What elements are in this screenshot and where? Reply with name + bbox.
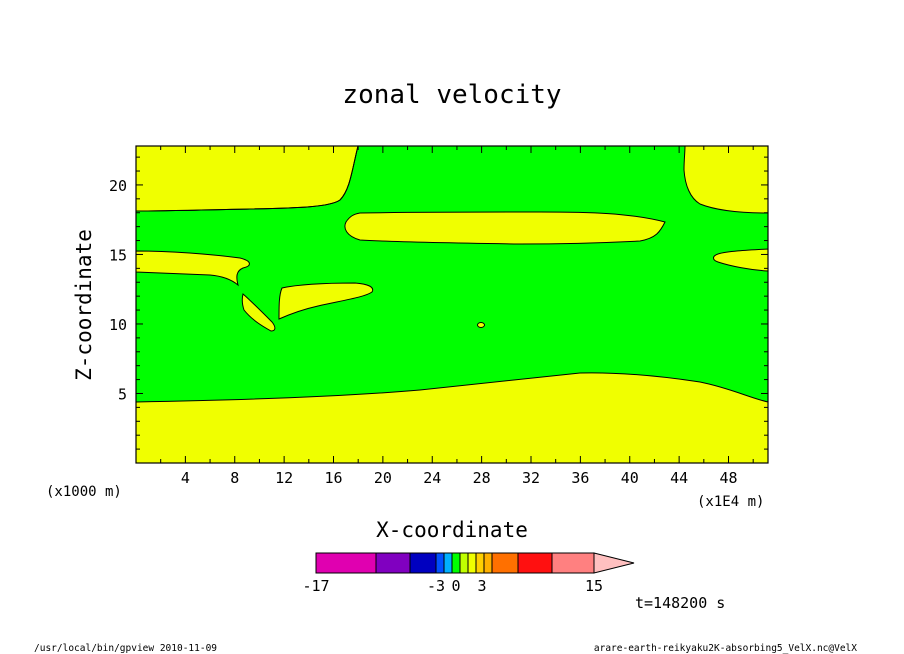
colorbar-segment-4 (443, 552, 453, 574)
colorbar-label-2: 0 (451, 577, 460, 595)
contour-region-dot (477, 322, 485, 328)
x-tick-label-8: 36 (571, 469, 589, 487)
x-tick-label-3: 16 (324, 469, 342, 487)
contour-region-mid-upper (344, 211, 666, 245)
colorbar-segment-3 (435, 552, 445, 574)
contour-region-top-left (135, 145, 359, 212)
contour-line-upper-band (135, 145, 359, 212)
plot-frame (135, 145, 769, 464)
x-axis-label: X-coordinate (376, 518, 528, 542)
colorbar-segment-8 (475, 552, 485, 574)
colorbar-segment-9 (483, 552, 493, 574)
contour-region-left-lobe (135, 250, 250, 287)
y-tick-label-0: 5 (118, 385, 127, 403)
footer-left: /usr/local/bin/gpview 2010-11-09 (34, 643, 217, 654)
x-tick-label-1: 8 (230, 469, 239, 487)
y-tick-label-2: 15 (109, 246, 127, 264)
colorbar-label-0: -17 (302, 577, 329, 595)
y-tick-label-1: 10 (109, 316, 127, 334)
contour-region-top-right (683, 145, 769, 214)
chart-title: zonal velocity (342, 80, 561, 110)
x-tick-label-6: 28 (473, 469, 491, 487)
colorbar-segment-12 (551, 552, 595, 574)
colorbar-segment-5 (451, 552, 461, 574)
x-tick-label-0: 4 (181, 469, 190, 487)
colorbar: -17 -3 0 3 15 (302, 552, 635, 595)
contour-region-center-lobe (278, 282, 374, 320)
colorbar-segment-10 (491, 552, 519, 574)
x-tick-label-7: 32 (522, 469, 540, 487)
x-tick-label-11: 48 (719, 469, 737, 487)
x-tick-label-9: 40 (621, 469, 639, 487)
colorbar-label-1: -3 (427, 577, 445, 595)
x-tick-label-5: 24 (423, 469, 441, 487)
colorbar-segment-0 (315, 552, 377, 574)
colorbar-segment-1 (375, 552, 411, 574)
y-axis-label: Z-coordinate (72, 229, 96, 381)
colorbar-segment-6 (459, 552, 469, 574)
x-unit-right: (x1E4 m) (697, 494, 764, 510)
colorbar-segment-7 (467, 552, 477, 574)
contour-region-diagonal-sliver (241, 293, 276, 332)
x-unit-left: (x1000 m) (46, 484, 122, 500)
plot-area (135, 145, 769, 464)
y-tick-label-3: 20 (109, 177, 127, 195)
x-axis-ticks: 4 8 12 16 20 24 28 32 36 40 44 48 (160, 146, 754, 487)
colorbar-label-4: 15 (585, 577, 603, 595)
contour-region-bottom (135, 372, 769, 464)
colorbar-segment-11 (517, 552, 553, 574)
time-label: t=148200 s (635, 594, 725, 612)
x-tick-label-4: 20 (374, 469, 392, 487)
colorbar-arrow (593, 552, 635, 574)
footer-right: arare-earth-reikyaku2K-absorbing5_VelX.n… (594, 643, 857, 654)
colorbar-label-3: 3 (477, 577, 486, 595)
x-tick-label-2: 12 (275, 469, 293, 487)
colorbar-segment-2 (409, 552, 437, 574)
y-axis-ticks: 5 10 15 20 (109, 156, 768, 450)
x-tick-label-10: 44 (670, 469, 688, 487)
contour-region-right-lobe (713, 248, 769, 272)
